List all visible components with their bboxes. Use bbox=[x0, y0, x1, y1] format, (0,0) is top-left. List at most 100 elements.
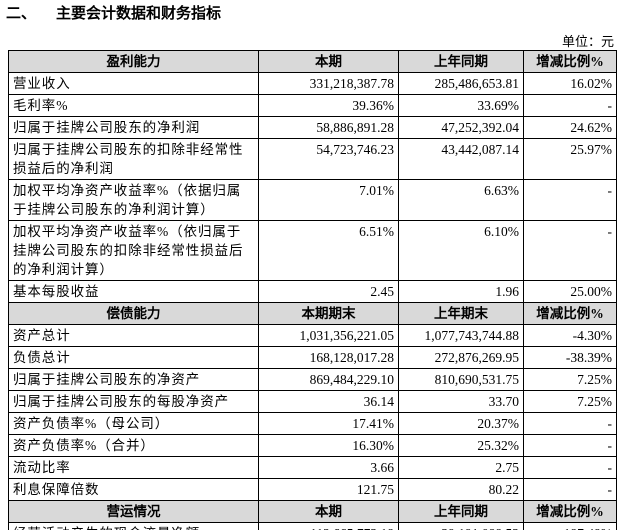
value-cell: 39,191,088.53 bbox=[398, 522, 524, 530]
header-row: 营运情况 本期 上年同期 增减比例% bbox=[8, 500, 617, 523]
value-cell: 16.02% bbox=[523, 72, 617, 95]
header-cell: 上年同期 bbox=[398, 500, 524, 523]
value-cell: - bbox=[523, 179, 617, 221]
row-label: 利息保障倍数 bbox=[8, 478, 259, 501]
value-cell: 39.36% bbox=[258, 94, 399, 117]
value-cell: 47,252,392.04 bbox=[398, 116, 524, 139]
row-label: 负债总计 bbox=[8, 346, 259, 369]
header-cell: 增减比例% bbox=[523, 500, 617, 523]
header-cell: 盈利能力 bbox=[8, 50, 259, 73]
value-cell: 2.75 bbox=[398, 456, 524, 479]
row-label: 经营活动产生的现金流量净额 bbox=[8, 522, 259, 530]
value-cell: - bbox=[523, 94, 617, 117]
value-cell: 80.22 bbox=[398, 478, 524, 501]
value-cell: - bbox=[523, 478, 617, 501]
value-cell: - bbox=[523, 220, 617, 281]
value-cell: - bbox=[523, 456, 617, 479]
row-label: 归属于挂牌公司股东的净利润 bbox=[8, 116, 259, 139]
value-cell: 16.30% bbox=[258, 434, 399, 457]
data-row: 经营活动产生的现金流量净额112,665,773.1839,191,088.53… bbox=[8, 522, 617, 530]
header-cell: 营运情况 bbox=[8, 500, 259, 523]
value-cell: 25.00% bbox=[523, 280, 617, 303]
section-title: 主要会计数据和财务指标 bbox=[56, 4, 222, 22]
value-cell: 810,690,531.75 bbox=[398, 368, 524, 391]
financial-table: 盈利能力 本期 上年同期 增减比例% 营业收入 331,218,387.78 285,486… bbox=[8, 50, 617, 530]
row-label: 资产负债率%（母公司） bbox=[8, 412, 259, 435]
value-cell: 58,886,891.28 bbox=[258, 116, 399, 139]
header-cell: 增减比例% bbox=[523, 50, 617, 73]
row-label: 归属于挂牌公司股东的每股净资产 bbox=[8, 390, 259, 413]
value-cell: 6.51% bbox=[258, 220, 399, 281]
value-cell: 6.63% bbox=[398, 179, 524, 221]
value-cell: 272,876,269.95 bbox=[398, 346, 524, 369]
heading: 二、 主要会计数据和财务指标 bbox=[6, 2, 221, 23]
header-cell: 本期期末 bbox=[258, 302, 399, 325]
data-row: 利息保障倍数 121.75 80.22- bbox=[8, 478, 617, 501]
row-label: 加权平均净资产收益率%（依据归属于挂牌公司股东的净利润计算） bbox=[8, 179, 259, 221]
row-label: 流动比率 bbox=[8, 456, 259, 479]
data-row: 归属于挂牌公司股东的每股净资产 36.14 33.70 7.25% bbox=[8, 390, 617, 413]
value-cell: 36.14 bbox=[258, 390, 399, 413]
data-row: 加权平均净资产收益率%（依据归属于挂牌公司股东的净利润计算） 7.01% 6.63%… bbox=[8, 179, 617, 221]
value-cell: 7.25% bbox=[523, 390, 617, 413]
value-cell: 3.66 bbox=[258, 456, 399, 479]
value-cell: 6.10% bbox=[398, 220, 524, 281]
data-row: 基本每股收益 2.45 1.96 25.00% bbox=[8, 280, 617, 303]
value-cell: 168,128,017.28 bbox=[258, 346, 399, 369]
value-cell: 112,665,773.18 bbox=[258, 522, 399, 530]
data-row: 流动比率 3.66 2.75- bbox=[8, 456, 617, 479]
value-cell: 24.62% bbox=[523, 116, 617, 139]
value-cell: 25.32% bbox=[398, 434, 524, 457]
value-cell: 121.75 bbox=[258, 478, 399, 501]
header-cell: 本期 bbox=[258, 50, 399, 73]
value-cell: 54,723,746.23 bbox=[258, 138, 399, 180]
section-number: 二、 bbox=[6, 4, 37, 22]
header-cell: 本期 bbox=[258, 500, 399, 523]
header-cell: 增减比例% bbox=[523, 302, 617, 325]
row-label: 归属于挂牌公司股东的净资产 bbox=[8, 368, 259, 391]
value-cell: 285,486,653.81 bbox=[398, 72, 524, 95]
value-cell: -38.39% bbox=[523, 346, 617, 369]
header-cell: 上年同期 bbox=[398, 50, 524, 73]
row-label: 资产总计 bbox=[8, 324, 259, 347]
value-cell: 43,442,087.14 bbox=[398, 138, 524, 180]
data-row: 归属于挂牌公司股东的净资产 869,484,229.10 810,690,531.7… bbox=[8, 368, 617, 391]
data-row: 归属于挂牌公司股东的净利润 58,886,891.28 47,252,392.04 2… bbox=[8, 116, 617, 139]
value-cell: 1,031,356,221.05 bbox=[258, 324, 399, 347]
value-cell: 7.01% bbox=[258, 179, 399, 221]
value-cell: - bbox=[523, 412, 617, 435]
value-cell: 2.45 bbox=[258, 280, 399, 303]
data-row: 加权平均净资产收益率%（依归属于挂牌公司股东的扣除非经常性损益后的净利润计算） 6… bbox=[8, 220, 617, 281]
value-cell: 869,484,229.10 bbox=[258, 368, 399, 391]
header-row: 盈利能力 本期 上年同期 增减比例% bbox=[8, 50, 617, 73]
row-label: 毛利率% bbox=[8, 94, 259, 117]
value-cell: 33.69% bbox=[398, 94, 524, 117]
value-cell: -4.30% bbox=[523, 324, 617, 347]
row-label: 基本每股收益 bbox=[8, 280, 259, 303]
data-row: 毛利率% 39.36% 33.69% - bbox=[8, 94, 617, 117]
unit: 单位：元 bbox=[561, 34, 614, 49]
data-row: 资产总计 1,031,356,221.05 1,077,743,744.88 -4.3… bbox=[8, 324, 617, 347]
value-cell: 331,218,387.78 bbox=[258, 72, 399, 95]
value-cell: - bbox=[523, 434, 617, 457]
data-row: 资产负债率%（母公司） 17.41% 20.37% - bbox=[8, 412, 617, 435]
header-row: 偿债能力 本期期末 上年期末 增减比例% bbox=[8, 302, 617, 325]
value-cell: 1,077,743,744.88 bbox=[398, 324, 524, 347]
data-row: 归属于挂牌公司股东的扣除非经常性损益后的净利润 54,723,746.23 43,4… bbox=[8, 138, 617, 180]
value-cell: 25.97% bbox=[523, 138, 617, 180]
data-row: 资产负债率%（合并） 16.30% 25.32% - bbox=[8, 434, 617, 457]
value-cell: 1.96 bbox=[398, 280, 524, 303]
value-cell: 187.48% bbox=[523, 522, 617, 530]
row-label: 营业收入 bbox=[8, 72, 259, 95]
row-label: 加权平均净资产收益率%（依归属于挂牌公司股东的扣除非经常性损益后的净利润计算） bbox=[8, 220, 259, 281]
value-cell: 20.37% bbox=[398, 412, 524, 435]
data-row: 负债总计 168,128,017.28 272,876,269.95 -38.39% bbox=[8, 346, 617, 369]
data-row: 营业收入 331,218,387.78 285,486,653.81 16.02% bbox=[8, 72, 617, 95]
row-label: 归属于挂牌公司股东的扣除非经常性损益后的净利润 bbox=[8, 138, 259, 180]
value-cell: 17.41% bbox=[258, 412, 399, 435]
header-cell: 上年期末 bbox=[398, 302, 524, 325]
value-cell: 33.70 bbox=[398, 390, 524, 413]
header-cell: 偿债能力 bbox=[8, 302, 259, 325]
row-label: 资产负债率%（合并） bbox=[8, 434, 259, 457]
